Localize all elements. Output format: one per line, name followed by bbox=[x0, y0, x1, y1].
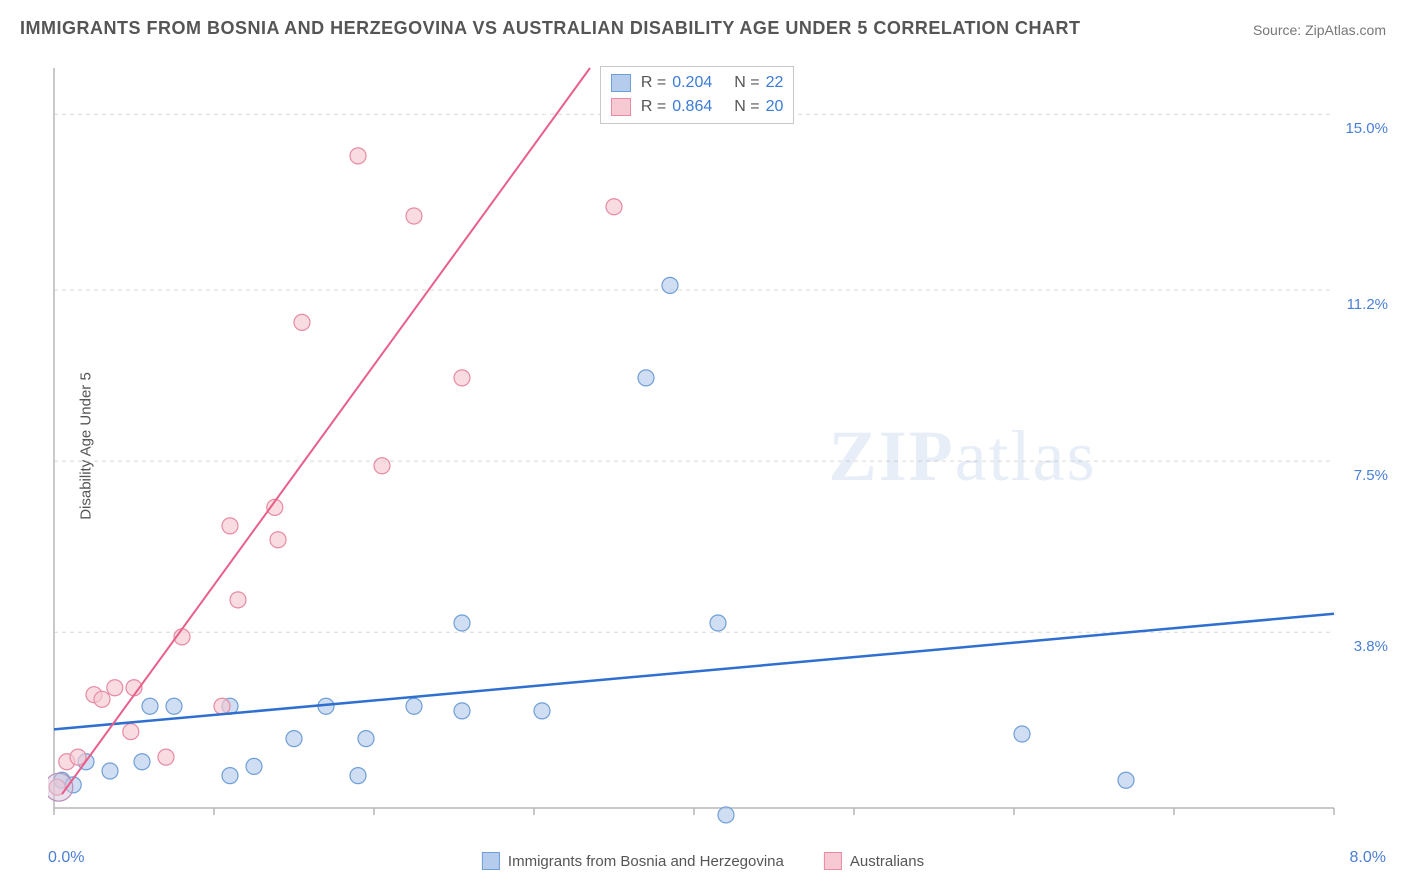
y-tick-label: 3.8% bbox=[1354, 638, 1388, 655]
x-axis-max-label: 8.0% bbox=[1350, 849, 1386, 867]
series-legend: Immigrants from Bosnia and Herzegovina Au… bbox=[482, 852, 924, 870]
correlation-legend-box: R =0.204 N = 22 R =0.864 N = 20 bbox=[600, 66, 795, 124]
r-label: R = bbox=[641, 71, 666, 95]
scatter-chart bbox=[48, 60, 1394, 832]
series-swatch-icon bbox=[611, 74, 631, 92]
chart-title: IMMIGRANTS FROM BOSNIA AND HERZEGOVINA V… bbox=[20, 18, 1081, 39]
correlation-row: R =0.864 N = 20 bbox=[611, 95, 784, 119]
legend-item: Australians bbox=[824, 852, 924, 870]
legend-item: Immigrants from Bosnia and Herzegovina bbox=[482, 852, 784, 870]
r-label: R = bbox=[641, 95, 666, 119]
legend-swatch-icon bbox=[824, 852, 842, 870]
n-value: 22 bbox=[766, 71, 784, 95]
n-label: N = bbox=[734, 95, 759, 119]
legend-label: Australians bbox=[850, 853, 924, 870]
r-value: 0.204 bbox=[672, 71, 712, 95]
chart-area: ZIPatlas R =0.204N =22R =0.864N =20 3.8%… bbox=[48, 60, 1394, 832]
y-tick-label: 15.0% bbox=[1345, 120, 1388, 137]
x-axis-min-label: 0.0% bbox=[48, 849, 84, 867]
y-tick-label: 7.5% bbox=[1354, 467, 1388, 484]
legend-label: Immigrants from Bosnia and Herzegovina bbox=[508, 853, 784, 870]
source-attribution: Source: ZipAtlas.com bbox=[1253, 22, 1386, 38]
y-tick-label: 11.2% bbox=[1347, 296, 1388, 313]
n-label: N = bbox=[734, 71, 759, 95]
correlation-row: R =0.204 N = 22 bbox=[611, 71, 784, 95]
legend-swatch-icon bbox=[482, 852, 500, 870]
series-swatch-icon bbox=[611, 98, 631, 116]
n-value: 20 bbox=[766, 95, 784, 119]
r-value: 0.864 bbox=[672, 95, 712, 119]
